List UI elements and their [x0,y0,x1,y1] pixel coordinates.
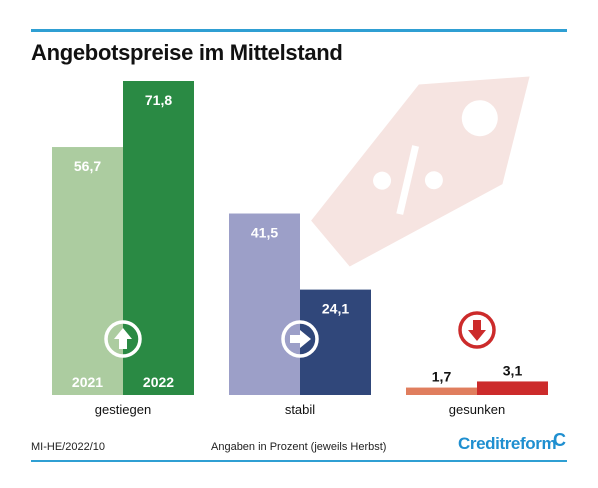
footer-code: MI-HE/2022/10 [31,441,105,453]
bar-gestiegen-2022 [123,81,194,395]
brand-logo: Creditreform [458,434,557,453]
footer-note: Angaben in Prozent (jeweils Herbst) [211,441,387,453]
bar-gesunken-2021 [406,387,477,395]
value-label-gestiegen-2021: 56,7 [74,158,101,174]
value-label-stabil-2022: 24,1 [322,301,349,317]
value-label-stabil-2021: 41,5 [251,225,278,241]
value-label-gesunken-2021: 1,7 [432,369,452,385]
bar-gesunken-2022 [477,381,548,395]
category-label-gestiegen: gestiegen [95,402,151,417]
arrow-down-icon [458,311,496,349]
chart-title: Angebotspreise im Mittelstand [31,40,343,65]
value-label-gesunken-2022: 3,1 [503,362,523,378]
bar-gestiegen-2021 [52,147,123,395]
bar-stabil-2021 [229,213,300,395]
price-tag-percent-icon [311,76,530,267]
brand-mark-icon: C [553,430,566,450]
category-label-stabil: stabil [285,402,315,417]
legend-label-2021: 2021 [72,374,103,390]
bar-stabil-2022 [300,289,371,395]
top-rule [31,29,567,32]
legend-label-2022: 2022 [143,374,174,390]
arrow-up-icon [104,320,142,358]
bottom-rule [31,460,567,462]
value-label-gestiegen-2022: 71,8 [145,92,172,108]
category-label-gesunken: gesunken [449,402,505,417]
arrow-right-icon [281,320,319,358]
